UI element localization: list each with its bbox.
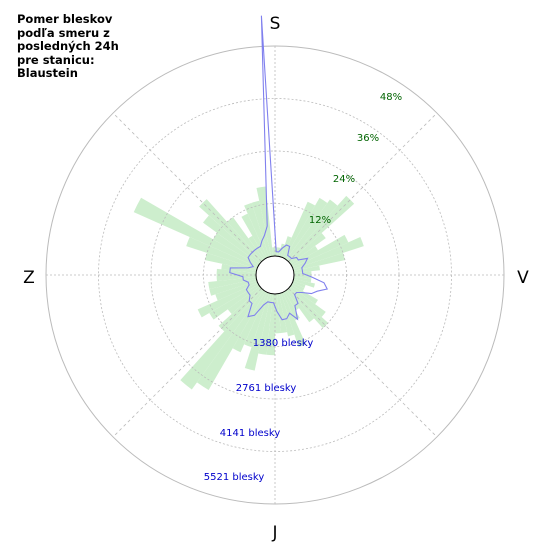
direction-bar bbox=[256, 186, 274, 257]
count-tick-label: 2761 blesky bbox=[236, 383, 297, 394]
direction-bar bbox=[293, 276, 312, 283]
direction-bar bbox=[258, 293, 274, 355]
percent-tick-label: 12% bbox=[309, 215, 331, 226]
chart-title: Pomer bleskov podľa smeru z posledných 2… bbox=[17, 12, 119, 80]
direction-bar bbox=[286, 289, 315, 323]
direction-bar bbox=[232, 291, 268, 353]
direction-bar bbox=[293, 265, 321, 274]
axis-labels: S V J Z 12% 24% 36% 48% 1380 blesky 2761 blesky 41… bbox=[23, 14, 529, 543]
direction-bar bbox=[293, 252, 345, 272]
direction-bar bbox=[280, 236, 292, 258]
direction-bar bbox=[241, 213, 268, 259]
direction-bar bbox=[202, 215, 261, 264]
compass-north-label: S bbox=[270, 14, 281, 34]
direction-bar bbox=[248, 235, 266, 260]
direction-bar bbox=[287, 195, 355, 263]
direction-bar bbox=[272, 247, 275, 257]
direction-bar bbox=[266, 293, 275, 356]
direction-bar bbox=[282, 291, 300, 321]
direction-bar bbox=[293, 275, 312, 279]
direction-bar bbox=[292, 237, 364, 270]
direction-bar bbox=[180, 289, 264, 390]
direction-bar bbox=[282, 201, 316, 259]
direction-bar bbox=[216, 275, 257, 282]
center-circle bbox=[255, 255, 295, 295]
direction-bar bbox=[289, 286, 326, 317]
direction-line-series bbox=[229, 15, 329, 321]
compass-south-label: J bbox=[271, 523, 277, 543]
direction-bar bbox=[284, 197, 328, 260]
direction-bar bbox=[227, 286, 261, 315]
percent-tick-label: 24% bbox=[333, 174, 355, 185]
percent-tick-label: 48% bbox=[380, 92, 402, 103]
grid-spoke bbox=[288, 288, 438, 438]
direction-bar bbox=[251, 200, 272, 257]
direction-line bbox=[229, 15, 329, 321]
count-tick-label: 4141 blesky bbox=[220, 428, 281, 439]
direction-bar bbox=[209, 278, 257, 296]
direction-bar bbox=[244, 202, 270, 258]
compass-west-label: Z bbox=[23, 268, 35, 288]
direction-bar bbox=[290, 284, 318, 305]
percent-tick-label: 36% bbox=[357, 133, 379, 144]
direction-bar bbox=[186, 237, 258, 270]
direction-bar bbox=[244, 293, 272, 371]
direction-bar bbox=[215, 280, 258, 301]
direction-bar bbox=[292, 280, 306, 289]
count-tick-label: 5521 blesky bbox=[204, 472, 265, 483]
direction-bar bbox=[289, 233, 326, 264]
direction-bar bbox=[291, 282, 305, 292]
direction-bar bbox=[276, 293, 288, 334]
direction-bar bbox=[278, 293, 295, 337]
direction-bars bbox=[133, 186, 364, 390]
direction-bar bbox=[197, 282, 259, 318]
direction-bar bbox=[280, 292, 306, 348]
grid-spoke bbox=[112, 288, 262, 438]
direction-bar bbox=[286, 199, 338, 261]
count-tick-label: 1380 blesky bbox=[253, 338, 314, 349]
compass-east-label: V bbox=[517, 268, 529, 288]
direction-bar bbox=[205, 252, 257, 272]
direction-bar bbox=[133, 197, 259, 268]
direction-bar bbox=[216, 268, 257, 275]
direction-bar bbox=[290, 245, 318, 266]
grid-spoke bbox=[288, 112, 438, 262]
direction-bar bbox=[209, 284, 260, 320]
grid-spoke bbox=[112, 112, 262, 262]
polar-grid bbox=[45, 45, 505, 505]
direction-bar bbox=[293, 278, 315, 288]
